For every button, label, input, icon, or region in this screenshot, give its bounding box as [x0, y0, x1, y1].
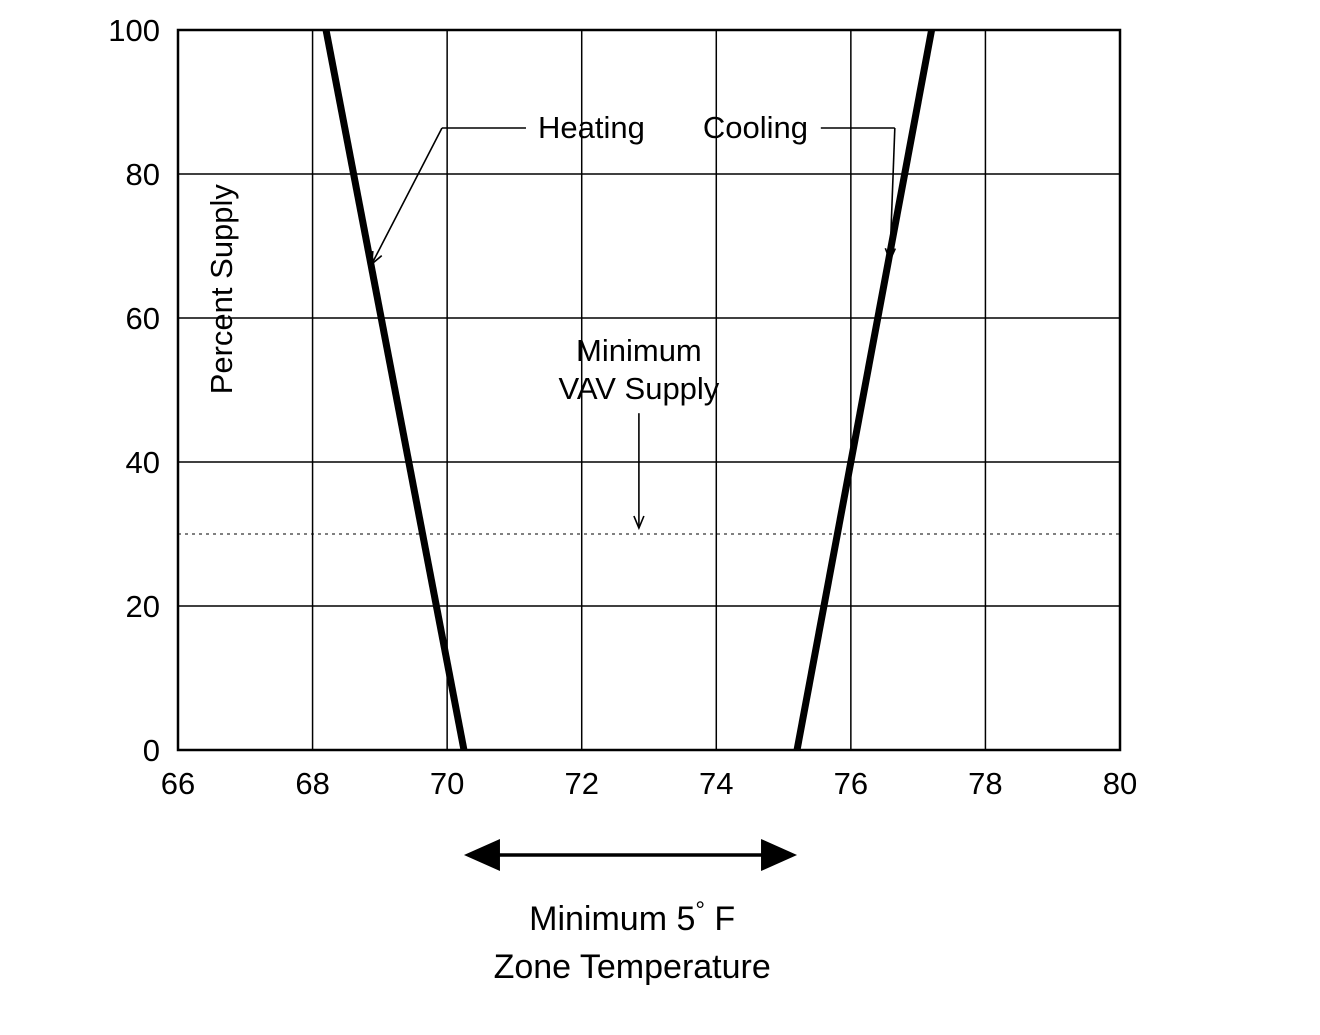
x-tick-label: 70 [430, 766, 464, 801]
x-tick-label: 66 [161, 766, 195, 801]
cooling-label: Cooling [703, 110, 808, 145]
min-vav-label-2: VAV Supply [558, 371, 719, 406]
bottom-label-2: Zone Temperature [494, 948, 771, 986]
y-tick-label: 20 [126, 589, 160, 624]
bottom-label-1: Minimum 5° F [529, 897, 735, 938]
heating-label: Heating [538, 110, 645, 145]
y-axis-label: Percent Supply [204, 184, 239, 395]
x-tick-label: 68 [295, 766, 329, 801]
y-tick-label: 60 [126, 301, 160, 336]
y-tick-label: 100 [108, 13, 160, 48]
x-tick-label: 74 [699, 766, 733, 801]
x-tick-label: 76 [834, 766, 868, 801]
y-tick-label: 80 [126, 157, 160, 192]
chart-background [0, 0, 1320, 1035]
y-tick-label: 40 [126, 445, 160, 480]
min-vav-label-1: Minimum [576, 333, 702, 368]
x-tick-label: 78 [968, 766, 1002, 801]
x-tick-label: 80 [1103, 766, 1137, 801]
x-tick-label: 72 [564, 766, 598, 801]
y-tick-label: 0 [143, 733, 160, 768]
